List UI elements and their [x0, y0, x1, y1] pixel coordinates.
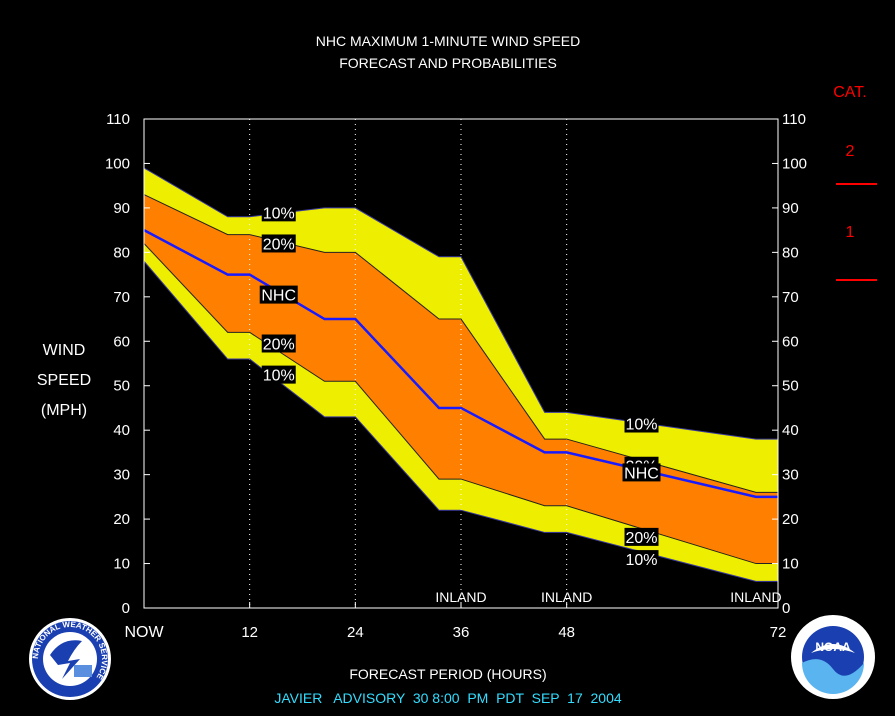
y-tick-label-left: 30 [113, 467, 130, 484]
y-tick-label-right: 70 [782, 289, 799, 306]
series-label-box [261, 234, 296, 253]
y-tick-label-left: 110 [106, 111, 130, 128]
y-tick-label-right: 20 [782, 511, 799, 528]
category-heading: CAT. [833, 84, 866, 101]
inland-annotation: INLAND [435, 589, 486, 605]
y-tick-label-left: 50 [113, 378, 130, 395]
series-label: 10% [263, 368, 295, 385]
y-tick-label-right: 100 [782, 155, 807, 172]
chart-title-line1: NHC MAXIMUM 1-MINUTE WIND SPEED [316, 33, 580, 49]
y-tick-label-right: 40 [782, 422, 799, 439]
y-tick-label-left: 70 [113, 289, 130, 306]
x-tick-label: 24 [347, 624, 364, 641]
category-label: 1 [846, 224, 855, 241]
y-tick-label-left: 90 [113, 200, 130, 217]
y-axis-label-line1: WIND [43, 342, 86, 359]
series-line-lower_inner [143, 243, 778, 565]
x-axis-label: FORECAST PERIOD (HOURS) [349, 666, 546, 682]
x-tick-label: 12 [241, 624, 258, 641]
y-tick-label-left: 20 [113, 511, 130, 528]
x-tick-label: 36 [453, 624, 470, 641]
y-tick-label-right: 30 [782, 467, 799, 484]
x-tick-label: 72 [770, 624, 787, 641]
axes: 0 0 10 10 20 20 30 30 40 40 50 50 60 60 70 70 80 80 90 90 10… [105, 111, 807, 641]
series-label: 20% [263, 236, 295, 253]
chart-title-line2: FORECAST AND PROBABILITIES [339, 55, 557, 71]
y-tick-label-left: 10 [113, 556, 130, 573]
series-label-box [624, 550, 659, 569]
x-tick-label: NOW [124, 624, 164, 641]
series-label-box [261, 203, 296, 222]
y-tick-label-right: 0 [782, 600, 790, 617]
annotations: INLAND INLAND INLAND [435, 589, 781, 605]
series-label-box [624, 527, 659, 546]
noaa-logo-text: NOAA [815, 640, 851, 654]
series-label-box [261, 334, 296, 353]
y-tick-label-right: 10 [782, 556, 799, 573]
y-tick-label-right: 80 [782, 244, 799, 261]
y-tick-label-right: 50 [782, 378, 799, 395]
y-tick-label-right: 60 [782, 333, 799, 350]
y-tick-label-left: 60 [113, 333, 130, 350]
series-label-box [622, 463, 661, 482]
inland-annotation: INLAND [541, 589, 592, 605]
inland-annotation: INLAND [730, 589, 781, 605]
series-label: 10% [625, 417, 657, 434]
y-tick-label-left: 100 [105, 155, 130, 172]
y-tick-label-right: 90 [782, 200, 799, 217]
y-tick-label-left: 40 [113, 422, 130, 439]
series-line-lower_outer [143, 260, 778, 582]
series-label: 10% [625, 552, 657, 569]
series-label: 20% [625, 530, 657, 547]
y-tick-label-left: 80 [113, 244, 130, 261]
y-axis-label-line3: (MPH) [41, 402, 87, 419]
y-tick-label-right: 110 [782, 111, 806, 128]
series-label-box [261, 365, 296, 384]
advisory-footer: JAVIER ADVISORY 30 8:00 PM PDT SEP 17 20… [274, 690, 622, 706]
series-label: NHC [261, 288, 296, 305]
category-label: 2 [846, 143, 855, 160]
series-label: 10% [263, 205, 295, 222]
series-label: 20% [263, 336, 295, 353]
nws-logo: NATIONAL WEATHER SERVICE [29, 618, 111, 700]
series-label-box [259, 285, 298, 304]
y-axis-label-line2: SPEED [37, 372, 91, 389]
y-tick-label-left: 0 [122, 600, 130, 617]
noaa-logo: NOAA [791, 615, 875, 699]
x-tick-label: 48 [558, 624, 575, 641]
category-panel: 21 [836, 143, 877, 281]
series-label-box [624, 414, 659, 433]
series-label: NHC [624, 465, 659, 482]
